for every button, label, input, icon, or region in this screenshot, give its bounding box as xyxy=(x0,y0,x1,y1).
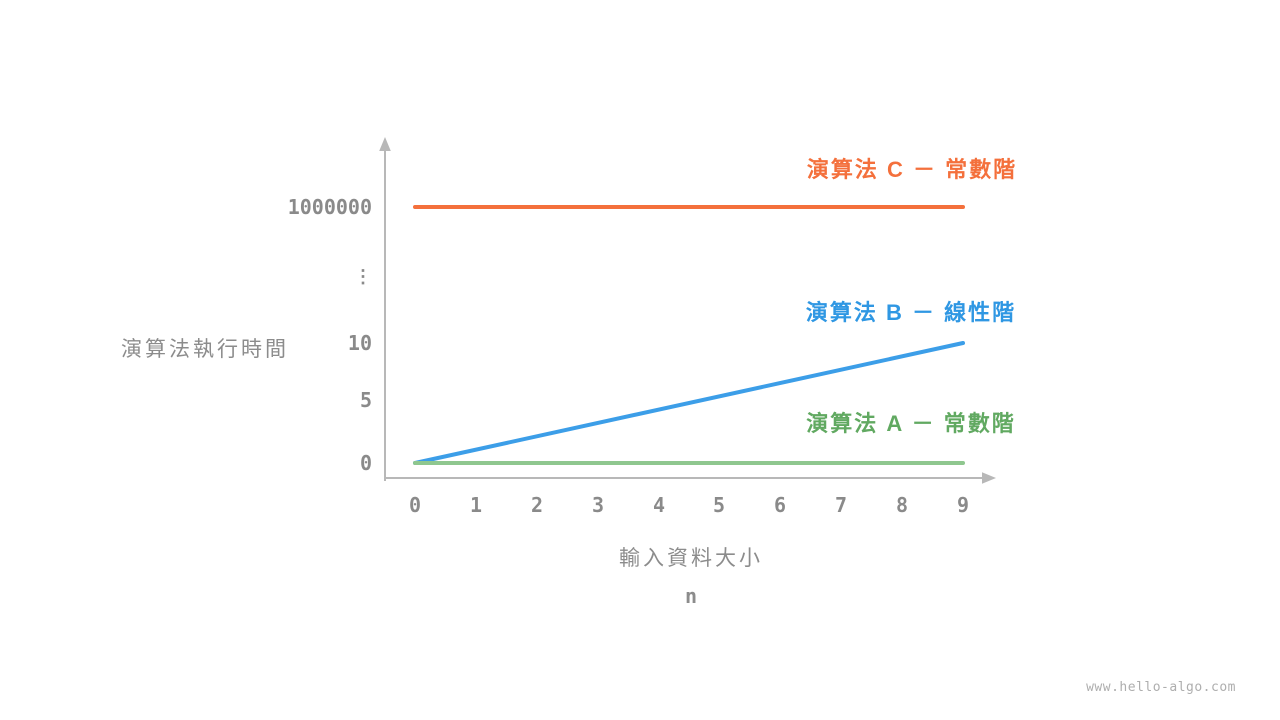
x-tick-5: 5 xyxy=(712,493,726,517)
x-axis-title: 輸入資料大小 xyxy=(619,547,763,570)
y-tick-5: 5 xyxy=(359,388,372,412)
x-tick-7: 7 xyxy=(834,493,848,517)
x-tick-9: 9 xyxy=(956,493,970,517)
legend-label-algorithm-b: 演算法 B － 線性階 xyxy=(805,300,1017,325)
x-tick-2: 2 xyxy=(530,493,544,517)
y-tick-1000000: 1000000 xyxy=(287,195,372,219)
watermark: www.hello-algo.com xyxy=(1086,680,1236,695)
x-axis-arrowhead xyxy=(982,472,996,484)
series-line-algorithm-B xyxy=(413,341,965,465)
x-tick-3: 3 xyxy=(591,493,605,517)
y-axis-title: 演算法執行時間 xyxy=(121,338,289,361)
x-axis-variable: n xyxy=(684,584,698,608)
legend-label-algorithm-a: 演算法 A － 常數階 xyxy=(806,411,1016,436)
x-tick-1: 1 xyxy=(469,493,483,517)
y-tick-10: 10 xyxy=(347,331,372,355)
x-tick-8: 8 xyxy=(895,493,909,517)
y-axis-arrowhead xyxy=(379,137,391,151)
x-tick-0: 0 xyxy=(408,493,422,517)
y-axis-break-ellipsis: ⋮ xyxy=(354,266,372,288)
x-tick-4: 4 xyxy=(652,493,666,517)
legend-label-algorithm-c: 演算法 C － 常數階 xyxy=(806,157,1018,182)
x-tick-6: 6 xyxy=(773,493,787,517)
y-tick-0: 0 xyxy=(359,451,372,475)
